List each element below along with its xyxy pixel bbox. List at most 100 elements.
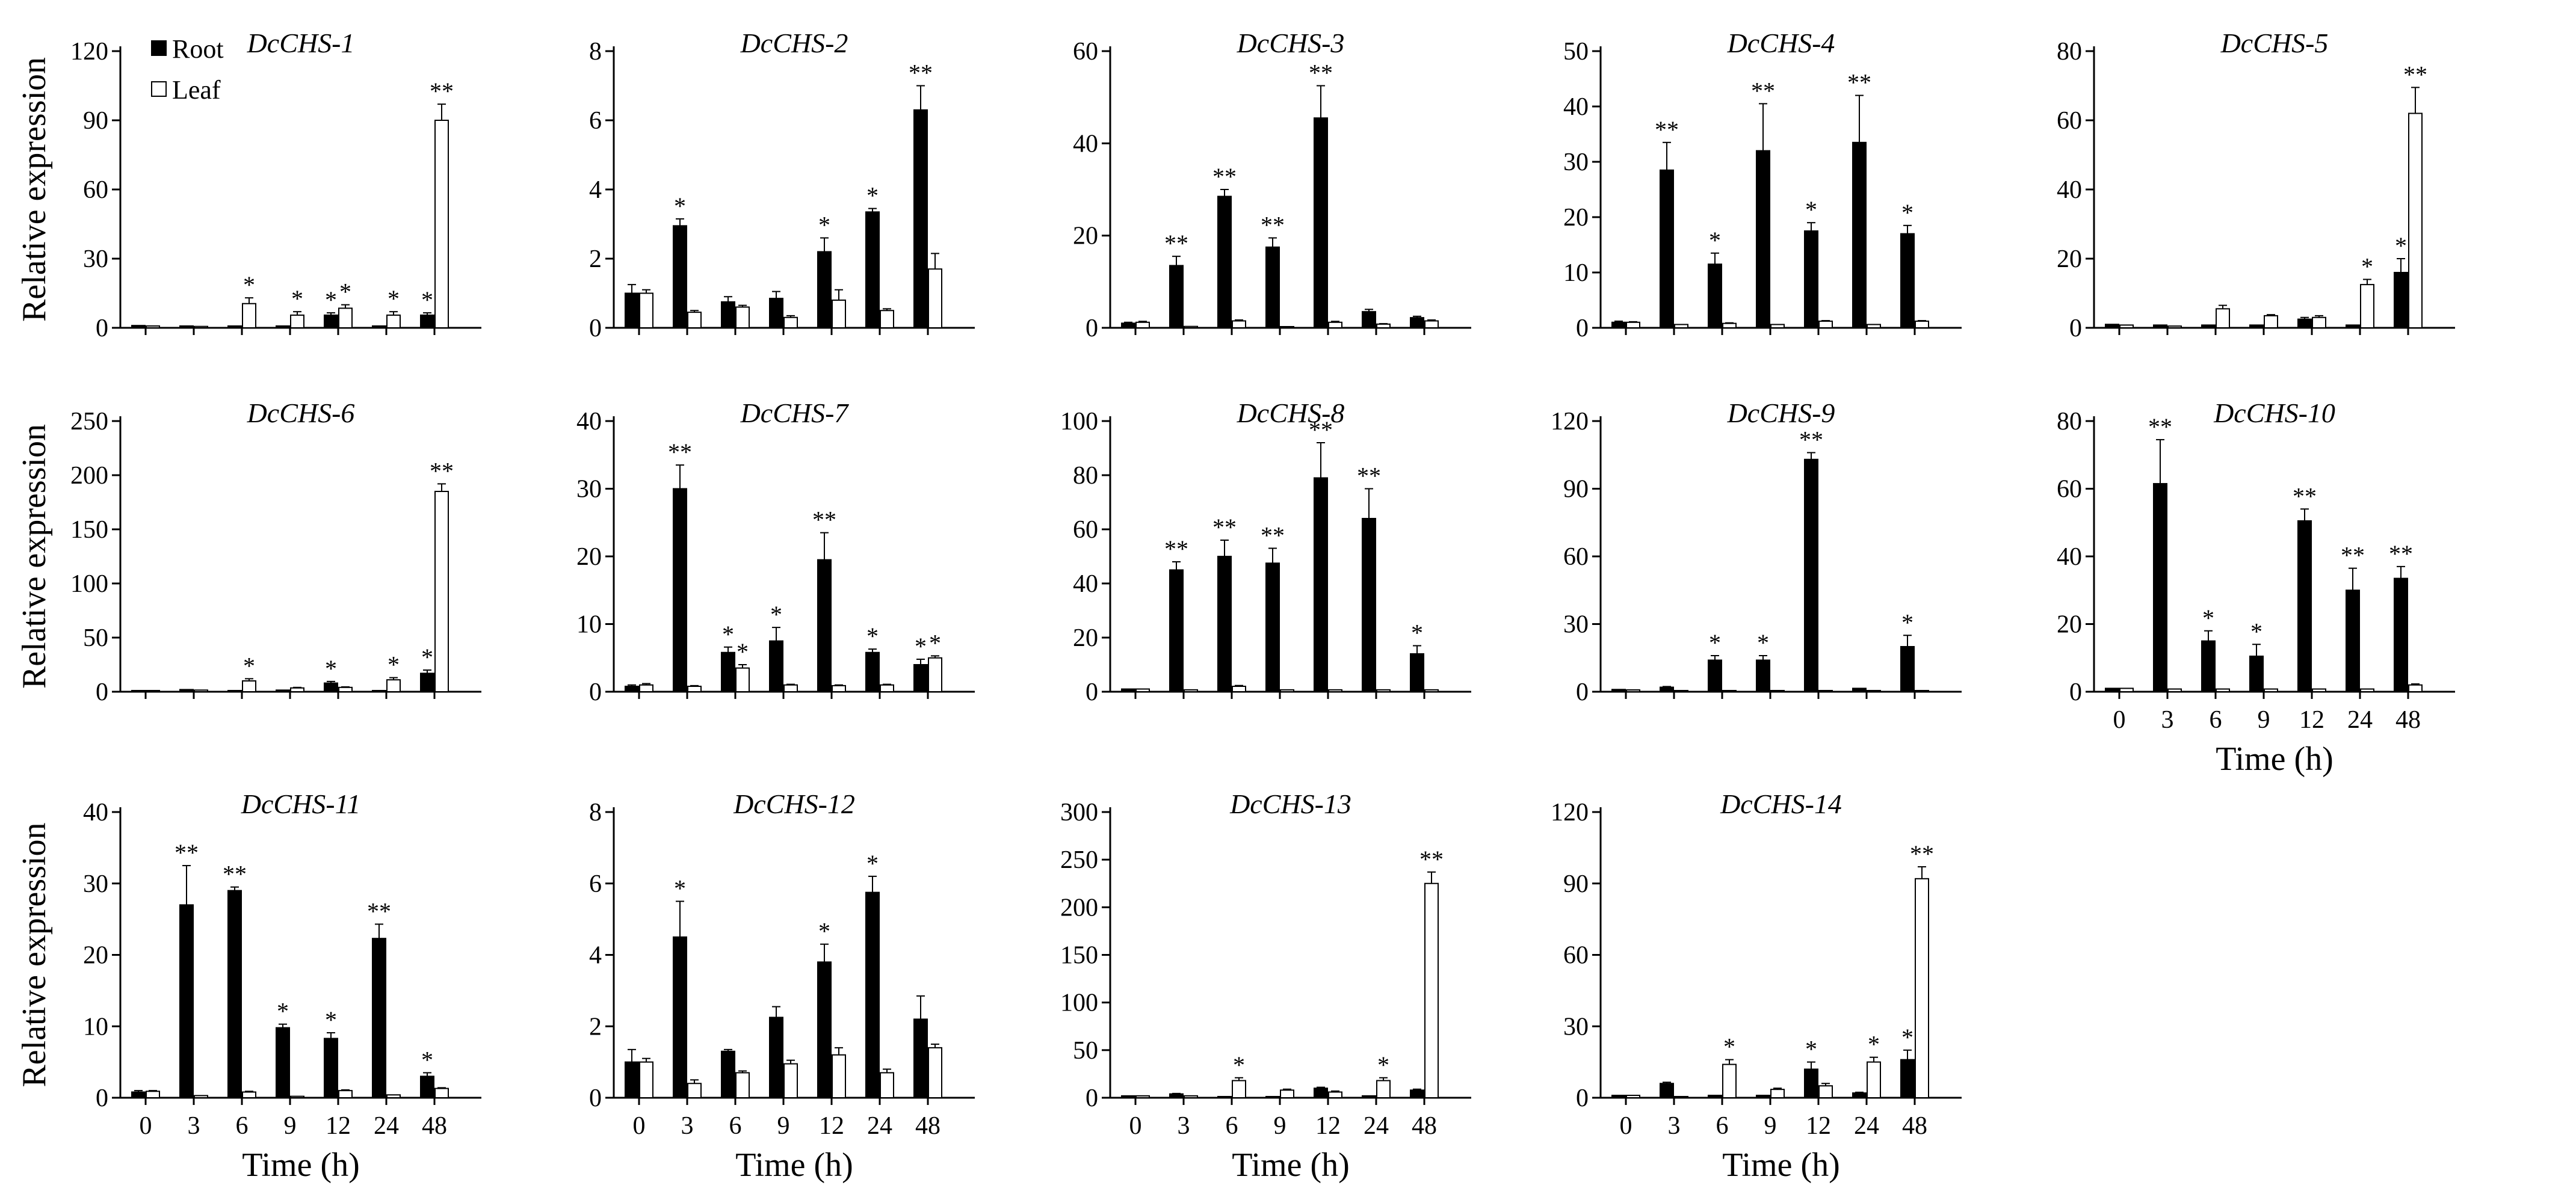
y-axis-label: Relative expression	[16, 424, 53, 689]
bar-root	[1804, 230, 1818, 328]
bar-leaf	[1915, 320, 1929, 329]
x-tick-label: 6	[2210, 706, 2222, 734]
bar-leaf	[1674, 690, 1688, 692]
bar-leaf	[2360, 688, 2374, 692]
significance-mark: *	[1411, 620, 1423, 647]
bar-leaf	[880, 1072, 894, 1098]
bar-leaf	[242, 303, 256, 328]
bar-root	[1169, 569, 1184, 692]
y-tick-label: 80	[2057, 408, 2082, 435]
significance-mark: *	[2250, 618, 2262, 645]
chart-title: DcCHS-2	[740, 28, 848, 58]
bar-root	[2153, 483, 2167, 692]
bar-leaf	[338, 686, 353, 693]
bar-leaf	[1818, 320, 1833, 329]
x-tick-label: 24	[867, 1112, 892, 1140]
bar-leaf	[1770, 324, 1785, 328]
significance-mark: *	[1233, 1051, 1245, 1078]
significance-mark: **	[2389, 540, 2413, 567]
bar-leaf	[832, 300, 846, 328]
bar-leaf	[386, 314, 401, 329]
bar-root	[420, 314, 434, 329]
significance-mark: **	[2341, 542, 2365, 569]
bar-leaf	[832, 1054, 846, 1098]
significance-mark: *	[866, 623, 879, 650]
y-tick-label: 0	[96, 678, 108, 706]
bar-leaf	[2264, 315, 2278, 328]
y-tick-label: 2	[589, 1013, 602, 1041]
y-tick-label: 0	[96, 1085, 108, 1112]
legend-leaf-label: Leaf	[172, 75, 221, 105]
chart-panel: DcCHS-13 0 50 100 150 200 250 300 0 3 6 9 12 24 48 Time…	[1060, 789, 1471, 1184]
significance-mark: *	[421, 1046, 433, 1073]
x-tick-label: 3	[2161, 706, 2174, 734]
bar-root	[913, 109, 928, 328]
bar-root	[769, 640, 783, 692]
x-axis-label: Time (h)	[735, 1146, 853, 1184]
bar-leaf	[928, 657, 942, 692]
bar-root	[1804, 458, 1818, 692]
significance-mark: **	[1309, 416, 1333, 443]
bar-root	[1611, 321, 1626, 328]
bar-root	[673, 936, 687, 1098]
significance-mark: *	[722, 621, 734, 648]
bar-root	[1410, 317, 1424, 329]
chart-title: DcCHS-5	[2220, 28, 2329, 58]
x-tick-label: 0	[1129, 1112, 1142, 1140]
bar-leaf	[194, 689, 208, 693]
x-tick-label: 24	[1854, 1112, 1879, 1140]
significance-mark: **	[1164, 230, 1188, 257]
bar-leaf	[1376, 1080, 1391, 1098]
y-tick-label: 30	[83, 870, 108, 898]
bar-root	[1852, 688, 1867, 692]
bar-root	[1900, 233, 1915, 328]
bar-root	[673, 488, 687, 692]
significance-mark: *	[1805, 1036, 1817, 1063]
y-tick-label: 4	[589, 942, 602, 970]
bar-leaf	[1232, 686, 1246, 692]
bar-root	[179, 904, 194, 1098]
bar-leaf	[1184, 325, 1198, 329]
bar-root	[179, 689, 194, 693]
y-tick-label: 30	[1563, 149, 1589, 176]
bar-root	[2249, 324, 2264, 329]
significance-mark: *	[388, 651, 400, 678]
bar-root	[625, 292, 639, 328]
bar-leaf	[735, 667, 750, 692]
significance-mark: *	[770, 601, 782, 628]
significance-mark: **	[430, 78, 454, 105]
bar-root	[625, 1061, 639, 1098]
significance-mark: *	[818, 212, 830, 239]
y-axis-label: Relative expression	[16, 822, 53, 1087]
bar-root	[2394, 272, 2408, 328]
significance-mark: **	[1212, 163, 1237, 190]
bar-leaf	[1184, 689, 1198, 692]
bar-leaf	[2119, 688, 2134, 692]
y-tick-label: 0	[1576, 678, 1589, 706]
bar-leaf	[1867, 324, 1881, 328]
bar-leaf	[2312, 688, 2326, 692]
significance-mark: *	[674, 875, 686, 902]
bar-root	[276, 325, 290, 329]
bar-leaf	[194, 1095, 208, 1098]
y-tick-label: 40	[576, 408, 602, 435]
significance-mark: **	[1847, 69, 1871, 96]
bar-root	[1362, 518, 1376, 692]
bar-root	[1410, 653, 1424, 692]
bar-leaf	[242, 680, 256, 692]
significance-mark: *	[1901, 1024, 1913, 1051]
y-tick-label: 60	[2057, 476, 2082, 503]
y-tick-label: 40	[2057, 543, 2082, 571]
bar-leaf	[1232, 320, 1246, 328]
bar-leaf	[434, 1088, 449, 1098]
bar-root	[721, 651, 735, 692]
y-tick-label: 120	[1551, 799, 1589, 826]
bar-leaf	[338, 1090, 353, 1098]
significance-mark: *	[325, 286, 337, 313]
bar-root	[817, 559, 832, 692]
x-tick-label: 3	[681, 1112, 694, 1140]
significance-mark: **	[668, 438, 692, 466]
